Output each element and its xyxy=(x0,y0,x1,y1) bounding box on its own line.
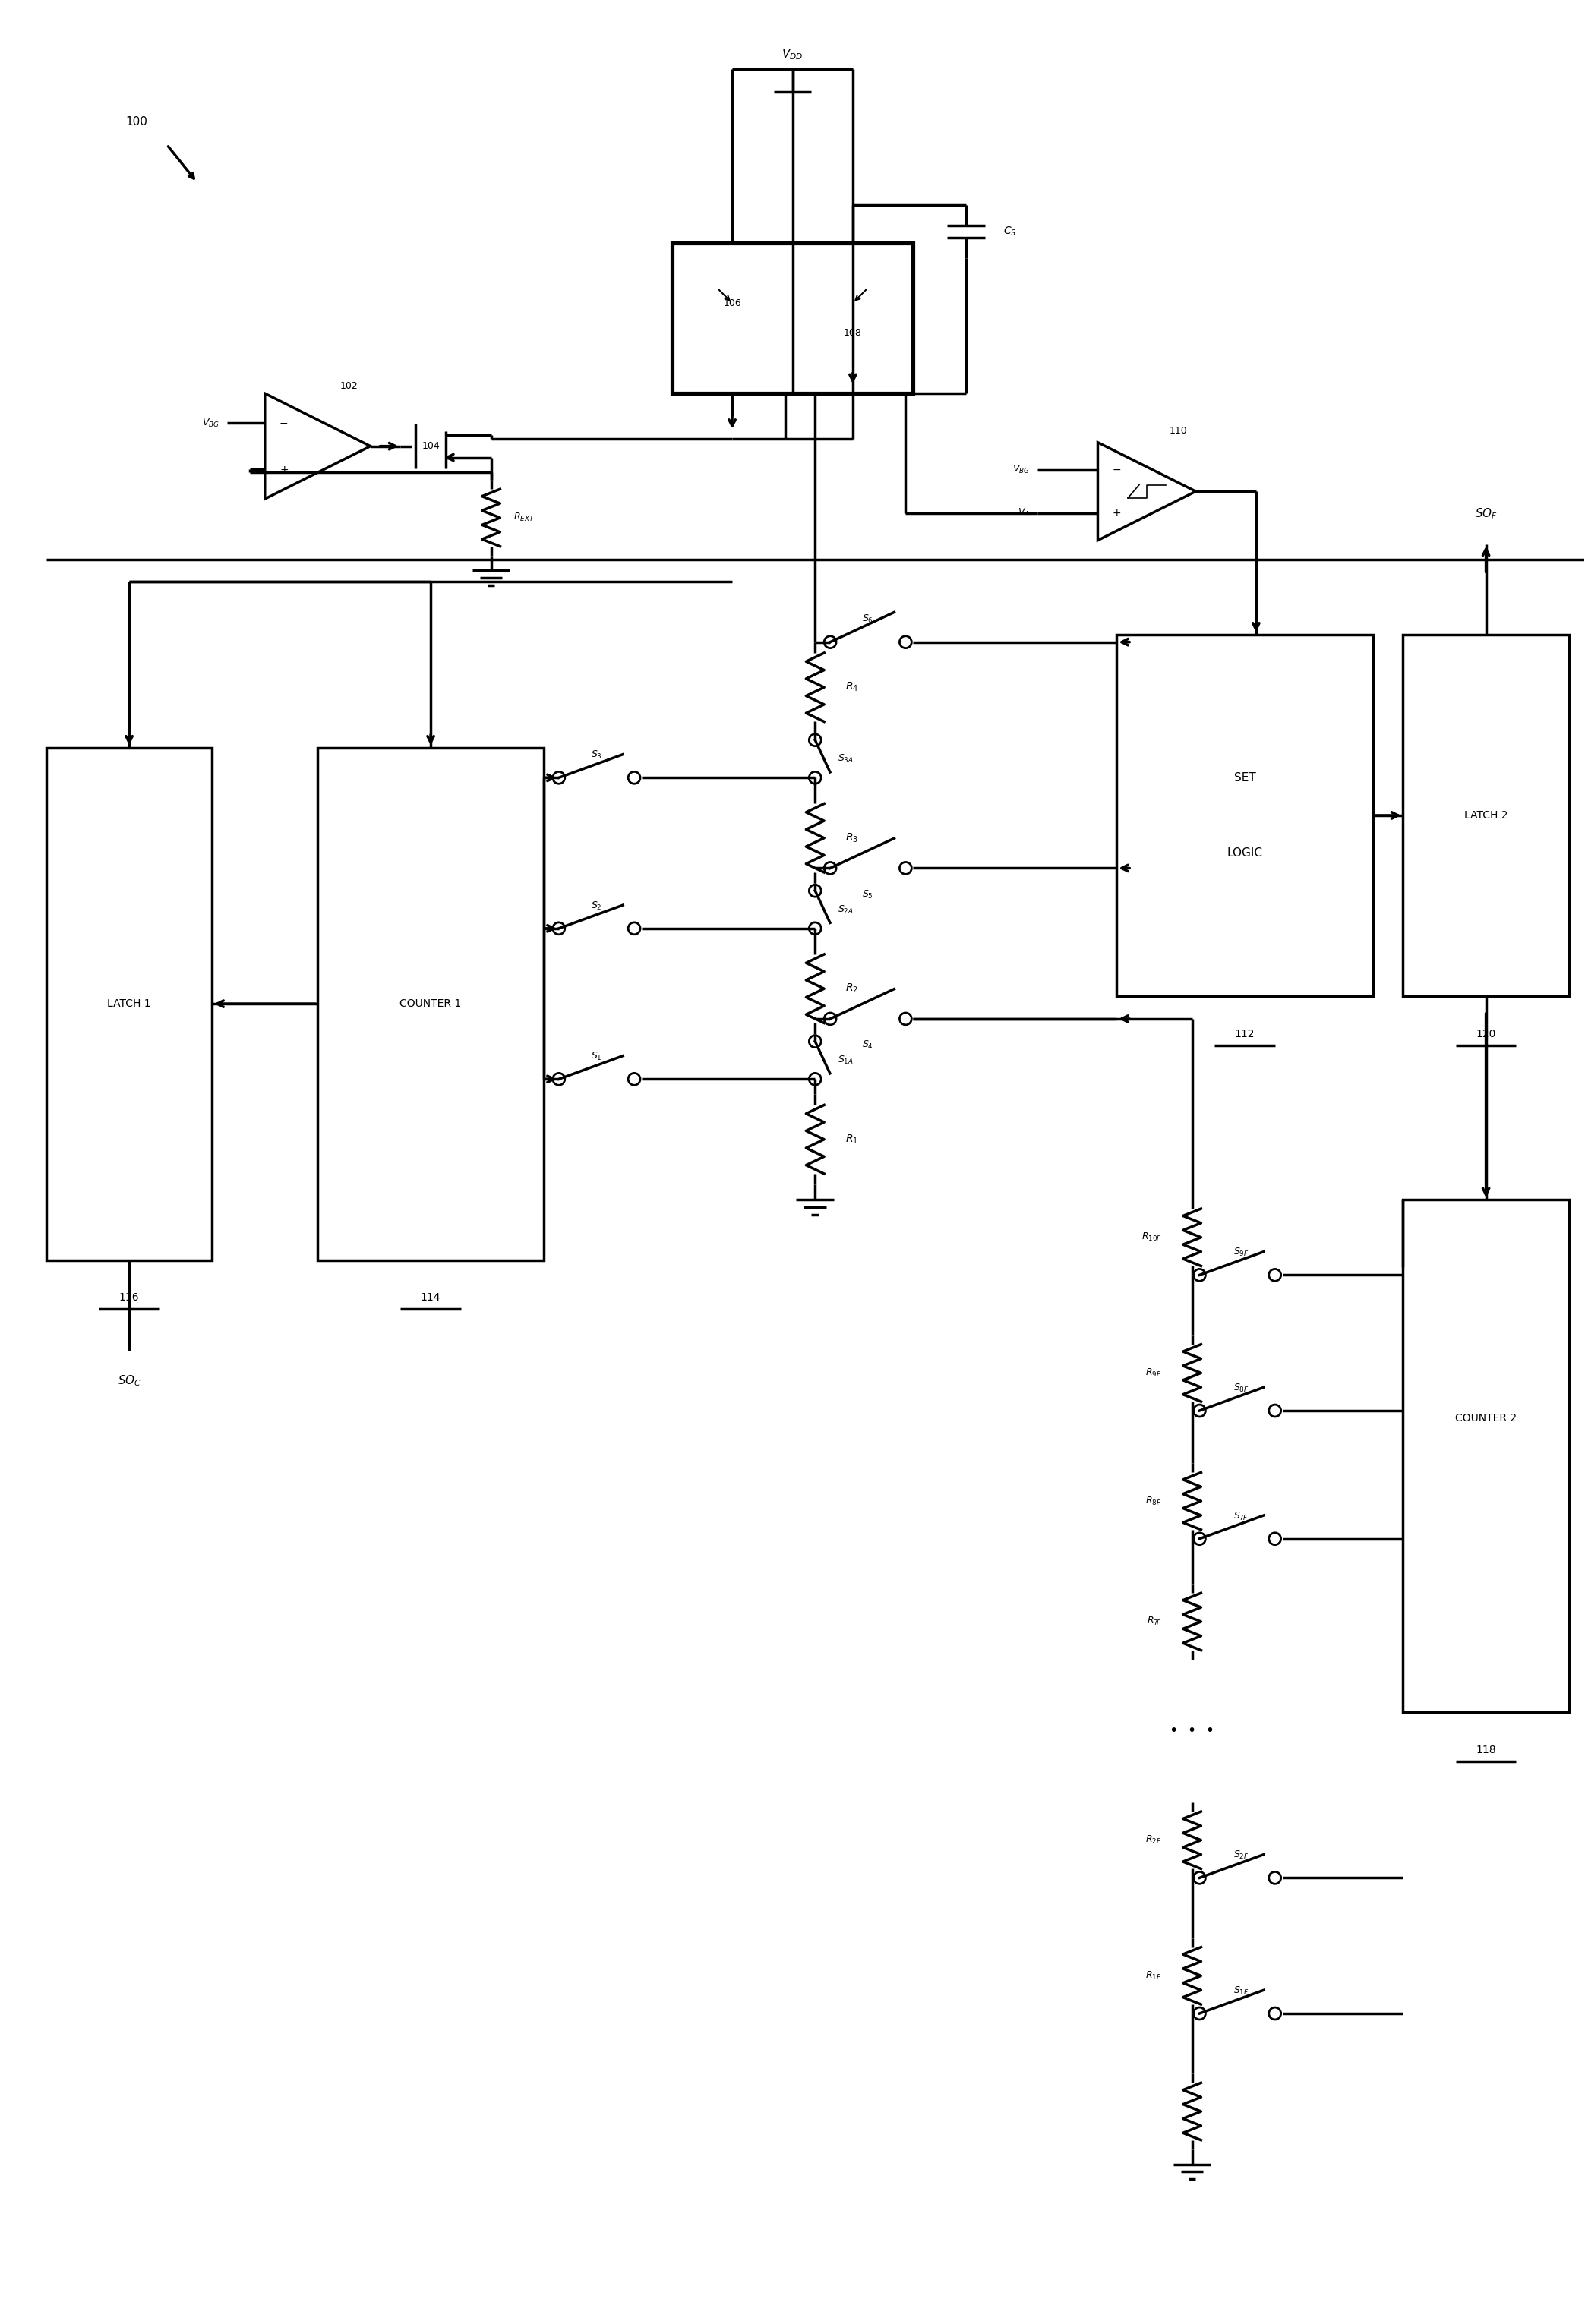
Bar xyxy=(672,242,913,393)
Text: 108: 108 xyxy=(843,328,862,337)
Text: $V_{BG}$: $V_{BG}$ xyxy=(203,418,220,428)
Text: $S_5$: $S_5$ xyxy=(862,888,873,899)
Text: LATCH 1: LATCH 1 xyxy=(108,999,151,1009)
Bar xyxy=(46,748,212,1260)
Text: 116: 116 xyxy=(119,1292,139,1304)
Text: 112: 112 xyxy=(1235,1030,1255,1039)
Text: $R_3$: $R_3$ xyxy=(845,832,857,844)
Text: 118: 118 xyxy=(1476,1745,1496,1755)
Text: 104: 104 xyxy=(422,442,439,451)
Text: $S_{2A}$: $S_{2A}$ xyxy=(838,904,854,916)
Text: 114: 114 xyxy=(420,1292,441,1304)
Bar xyxy=(1403,634,1569,997)
Bar xyxy=(1403,1199,1569,1713)
Text: $R_{9F}$: $R_{9F}$ xyxy=(1146,1367,1162,1378)
Text: $SO_F$: $SO_F$ xyxy=(1474,507,1498,521)
Text: $S_2$: $S_2$ xyxy=(591,899,602,911)
Text: $+$: $+$ xyxy=(279,465,288,474)
Bar xyxy=(317,748,544,1260)
Text: $R_4$: $R_4$ xyxy=(845,681,859,693)
Text: $S_1$: $S_1$ xyxy=(591,1050,602,1062)
Text: $R_{10F}$: $R_{10F}$ xyxy=(1141,1232,1162,1243)
Text: $R_{EXT}$: $R_{EXT}$ xyxy=(514,511,536,523)
Text: LATCH 2: LATCH 2 xyxy=(1465,811,1507,820)
Bar xyxy=(1116,634,1373,997)
Text: $V_A$: $V_A$ xyxy=(1018,507,1030,518)
Text: $SO_C$: $SO_C$ xyxy=(117,1373,141,1387)
Text: $S_{1F}$: $S_{1F}$ xyxy=(1233,1985,1249,1996)
Text: $+$: $+$ xyxy=(1113,509,1121,518)
Text: $S_{7F}$: $S_{7F}$ xyxy=(1233,1511,1249,1522)
Text: $V_{DD}$: $V_{DD}$ xyxy=(781,46,804,60)
Text: $S_{2F}$: $S_{2F}$ xyxy=(1233,1850,1249,1862)
Text: 100: 100 xyxy=(125,116,147,128)
Text: $R_{7F}$: $R_{7F}$ xyxy=(1146,1615,1162,1627)
Text: COUNTER 1: COUNTER 1 xyxy=(399,999,461,1009)
Text: $-$: $-$ xyxy=(279,416,288,428)
Text: $V_{BG}$: $V_{BG}$ xyxy=(1013,465,1030,476)
Text: $R_{8F}$: $R_{8F}$ xyxy=(1146,1494,1162,1506)
Text: $S_{3A}$: $S_{3A}$ xyxy=(838,753,854,765)
Text: $R_{1F}$: $R_{1F}$ xyxy=(1146,1971,1162,1982)
Text: 106: 106 xyxy=(723,297,742,307)
Text: 120: 120 xyxy=(1476,1030,1496,1039)
Text: $S_{1A}$: $S_{1A}$ xyxy=(838,1055,854,1067)
Text: $-$: $-$ xyxy=(1113,465,1121,474)
Text: LOGIC: LOGIC xyxy=(1227,848,1263,860)
Text: $S_3$: $S_3$ xyxy=(591,748,602,760)
Text: COUNTER 2: COUNTER 2 xyxy=(1455,1413,1517,1425)
Text: $C_S$: $C_S$ xyxy=(1003,225,1018,237)
Text: 102: 102 xyxy=(341,381,358,390)
Text: SET: SET xyxy=(1233,772,1255,783)
Text: $S_{8F}$: $S_{8F}$ xyxy=(1233,1383,1249,1394)
Text: $S_6$: $S_6$ xyxy=(862,614,873,625)
Text: $R_2$: $R_2$ xyxy=(845,983,857,995)
Text: $R_1$: $R_1$ xyxy=(845,1134,857,1146)
Text: $S_{9F}$: $S_{9F}$ xyxy=(1233,1246,1249,1257)
Text: •  •  •: • • • xyxy=(1170,1724,1214,1738)
Text: $S_4$: $S_4$ xyxy=(862,1039,873,1050)
Text: 110: 110 xyxy=(1170,425,1187,437)
Text: $R_{2F}$: $R_{2F}$ xyxy=(1146,1834,1162,1845)
